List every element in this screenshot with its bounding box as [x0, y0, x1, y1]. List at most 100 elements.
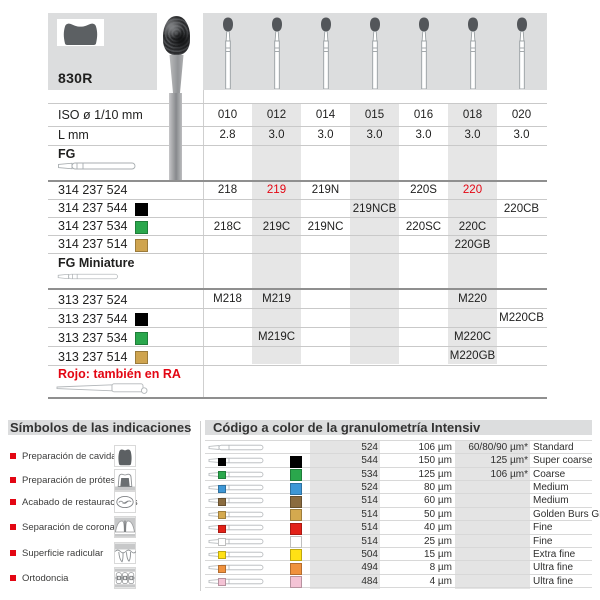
grit-color-dot: [218, 551, 226, 560]
grit-bur-icon: [208, 577, 265, 586]
order-code: 313 237 534: [58, 331, 128, 345]
grit-color-dot: [218, 564, 226, 573]
grit-color-square: [290, 509, 302, 522]
symbol-label: Superficie radicular: [22, 547, 104, 559]
fg-bur-icon: [57, 160, 137, 172]
grit-color-square: [290, 536, 302, 549]
rule: [48, 327, 547, 328]
bur-ref: M220GB: [449, 350, 496, 362]
iso-value: 015: [364, 109, 385, 121]
grit-code: 534: [361, 468, 378, 480]
symbol-item: Ortodoncia: [10, 566, 196, 590]
red-note: Rojo: también en RA: [58, 367, 181, 381]
rule: [48, 235, 547, 236]
rule: [48, 103, 547, 104]
grit-color-dot: [218, 511, 226, 520]
orthodontics-icon: [114, 567, 136, 589]
grit-row: 514 25 µm Fine: [205, 535, 592, 549]
grit-code: 514: [361, 535, 378, 547]
grit-title: Código a color de la granulometría Inten…: [213, 420, 481, 435]
grit-color-dot: [218, 524, 226, 533]
symbol-label: Preparación de cavidades: [22, 450, 132, 462]
fg-row: 218C 219C 219NC 220SC 220C: [0, 219, 600, 237]
iso-value: 018: [462, 109, 483, 121]
grit-color-square: [135, 203, 148, 216]
bur-ref: 220: [462, 184, 483, 196]
grit-name: Extra fine: [533, 548, 576, 560]
grit-color-square: [290, 443, 300, 453]
table-divider: [203, 90, 204, 398]
grit-code: 504: [361, 548, 378, 560]
fg-miniature-row: M220CB: [0, 310, 600, 328]
grit-row: 504 15 µm Extra fine: [205, 548, 592, 562]
grit-color-square: [290, 522, 302, 535]
bur-photo-shank: [169, 93, 182, 180]
grit-name: Medium: [533, 495, 569, 507]
grit-alt-size: 106 µm*: [490, 468, 528, 480]
bur-ref: 219NC: [307, 221, 344, 233]
order-code: 313 237 544: [58, 312, 128, 326]
grit-color-dot: [218, 578, 226, 587]
rule: [48, 199, 547, 200]
grit-size: 106 µm: [418, 442, 452, 453]
fg-miniature-row: M220GB: [0, 348, 600, 366]
grit-row: 494 8 µm Ultra fine: [205, 561, 592, 575]
length-value: 3.0: [268, 129, 285, 141]
grit-name: Super coarse: [533, 455, 593, 467]
order-code: 313 237 524: [58, 293, 128, 307]
symbols-title-band: [8, 420, 190, 435]
grit-size: 150 µm: [418, 455, 452, 467]
grit-size: 40 µm: [424, 522, 452, 534]
rule-thick: [48, 180, 547, 182]
grit-bur-icon: [208, 510, 265, 519]
bur-ref: M219: [262, 293, 291, 305]
grit-title-band: [205, 420, 592, 435]
length-values-row: 2.8 3.0 3.0 3.0 3.0 3.0 3.0: [0, 127, 600, 145]
grit-name: Fine: [533, 522, 553, 534]
grit-code: 524: [361, 442, 378, 453]
symbol-item: Separación de coronas: [10, 515, 196, 539]
order-code: 314 237 534: [58, 219, 128, 233]
length-value: 3.0: [415, 129, 432, 141]
mini-bur-icon: [367, 17, 383, 89]
grit-row: 524 80 µm Medium: [205, 481, 592, 495]
cavity-preparation-icon: [114, 445, 136, 467]
iso-value: 014: [315, 109, 336, 121]
grit-color-dot: [218, 497, 226, 506]
grit-color-square: [290, 469, 302, 482]
grit-bur-icon: [208, 456, 265, 465]
iso-row-label: ISO ø 1/10 mm: [58, 108, 143, 122]
rule: [48, 365, 547, 366]
grit-bur-icon: [208, 496, 265, 505]
grit-color-square: [135, 239, 148, 252]
grit-name: Ultra fine: [533, 562, 574, 574]
red-bullet: [10, 477, 16, 483]
bur-ref: 219N: [311, 184, 340, 196]
bur-ref: 218C: [213, 221, 242, 233]
grit-color-dot: [218, 471, 226, 480]
iso-value: 016: [413, 109, 434, 121]
bur-ref: 219C: [262, 221, 291, 233]
figure-code: 830R: [58, 70, 93, 86]
symbol-label: Preparación de prótesis: [22, 474, 123, 486]
iso-value: 020: [511, 109, 532, 121]
grit-row: 514 40 µm Fine: [205, 521, 592, 535]
grit-color-dot: [218, 538, 226, 547]
grit-code: 524: [361, 482, 378, 494]
rule: [48, 308, 547, 309]
grit-alt-size: 125 µm*: [490, 455, 528, 467]
grit-color-square: [290, 482, 302, 495]
grit-name: Golden Burs GB: [533, 508, 600, 520]
grit-size: 50 µm: [424, 508, 452, 520]
bur-ref: M220C: [453, 331, 492, 343]
grit-bur-icon: [208, 523, 265, 532]
bur-photo-head: [163, 16, 190, 55]
grit-code-column-band: [310, 441, 380, 589]
length-value: 2.8: [219, 129, 236, 141]
grit-name: Medium: [533, 482, 569, 494]
prosthesis-preparation-icon: [114, 469, 136, 491]
red-bullet: [10, 524, 16, 530]
grit-bur-icon: [208, 443, 265, 452]
grit-name: Ultra fine: [533, 575, 574, 587]
column-shade: [252, 103, 301, 364]
